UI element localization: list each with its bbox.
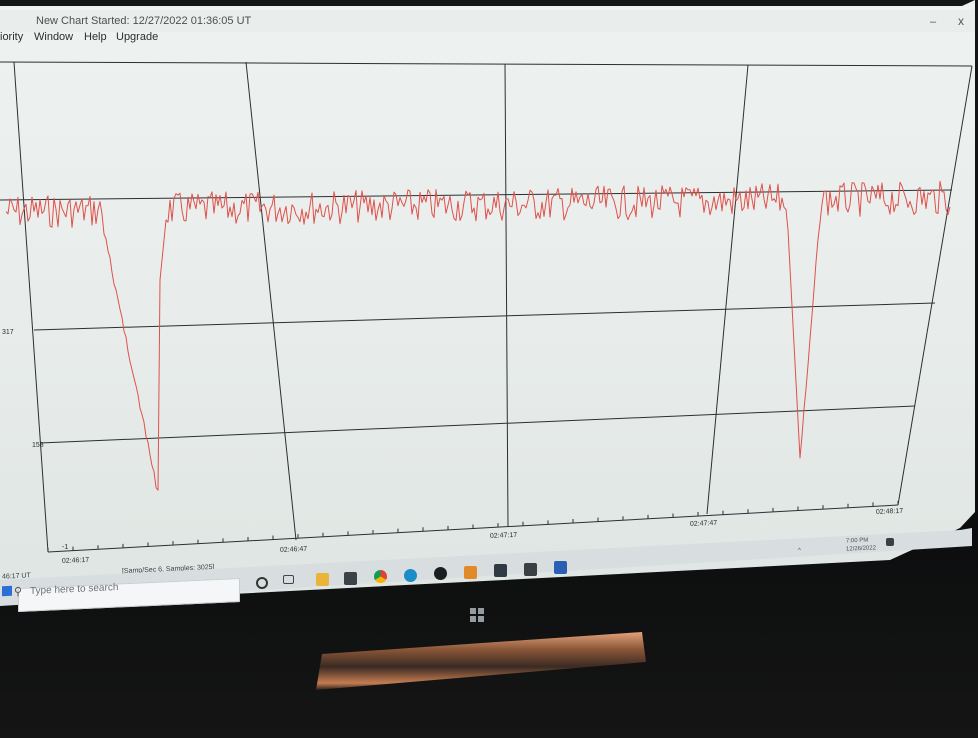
chart-top-border [0,61,973,67]
windows-logo-icon [470,608,484,622]
edge-icon[interactable] [404,569,417,582]
menu-item-help[interactable]: Help [84,31,107,43]
window-title: New Chart Started: 12/27/2022 01:36:05 U… [36,15,252,27]
app-orange-icon[interactable] [464,566,477,579]
monitor-screen [0,0,975,600]
x-tick-label: 02:48:17 [876,508,904,516]
grid-vline [504,63,509,528]
menu-item-priority[interactable]: iority [0,31,24,43]
y-axis-labels: 317 158 -1 [2,329,68,551]
minimize-button[interactable]: – [930,16,937,28]
y-tick-label: 317 [2,329,14,336]
grid-hline [33,302,936,331]
y-tick-label: -1 [62,544,68,551]
start-icon[interactable] [2,585,12,597]
word-icon[interactable] [554,561,567,574]
x-tick-label: 02:46:47 [280,546,308,554]
task-view-icon[interactable] [283,575,294,584]
tray-chevron-icon[interactable]: ^ [798,548,801,554]
chrome-icon[interactable] [374,570,387,583]
file-explorer-icon[interactable] [316,573,329,586]
grid-hline [0,189,953,201]
x-axis-labels: 02:46:17 02:46:47 02:47:17 02:47:47 02:48:17 [62,508,904,565]
y-tick-label: 158 [32,442,44,449]
mail-icon[interactable] [494,564,507,577]
window-titlebar [0,10,975,32]
app-dark-icon[interactable] [434,567,447,580]
x-tick-label: 02:47:17 [490,532,518,540]
x-tick-label: 02:46:17 [62,557,90,565]
search-icon: ⚲ [14,585,23,599]
notification-icon[interactable] [886,538,894,546]
menu-item-window[interactable]: Window [34,31,74,43]
close-button[interactable]: x [958,14,964,28]
x-tick-label: 02:47:47 [690,520,718,528]
store-icon[interactable] [344,572,357,585]
signal-trace [5,180,951,491]
cortana-icon[interactable] [256,577,268,589]
strip-chart: 317 158 -1 02:46:17 02:46:47 02:47:17 02:47:4… [0,61,973,565]
chart-left-border [13,61,49,553]
tray-time: 7:00 PM [845,537,869,545]
menu-item-upgrade[interactable]: Upgrade [116,31,159,43]
grid-vline [245,61,297,541]
grid-hline [39,405,916,444]
chart-minor-ticks [47,501,899,552]
grid-vline [706,64,749,515]
chart-right-border [897,65,973,506]
lock-icon[interactable] [524,563,537,576]
chart-grid [0,61,973,553]
